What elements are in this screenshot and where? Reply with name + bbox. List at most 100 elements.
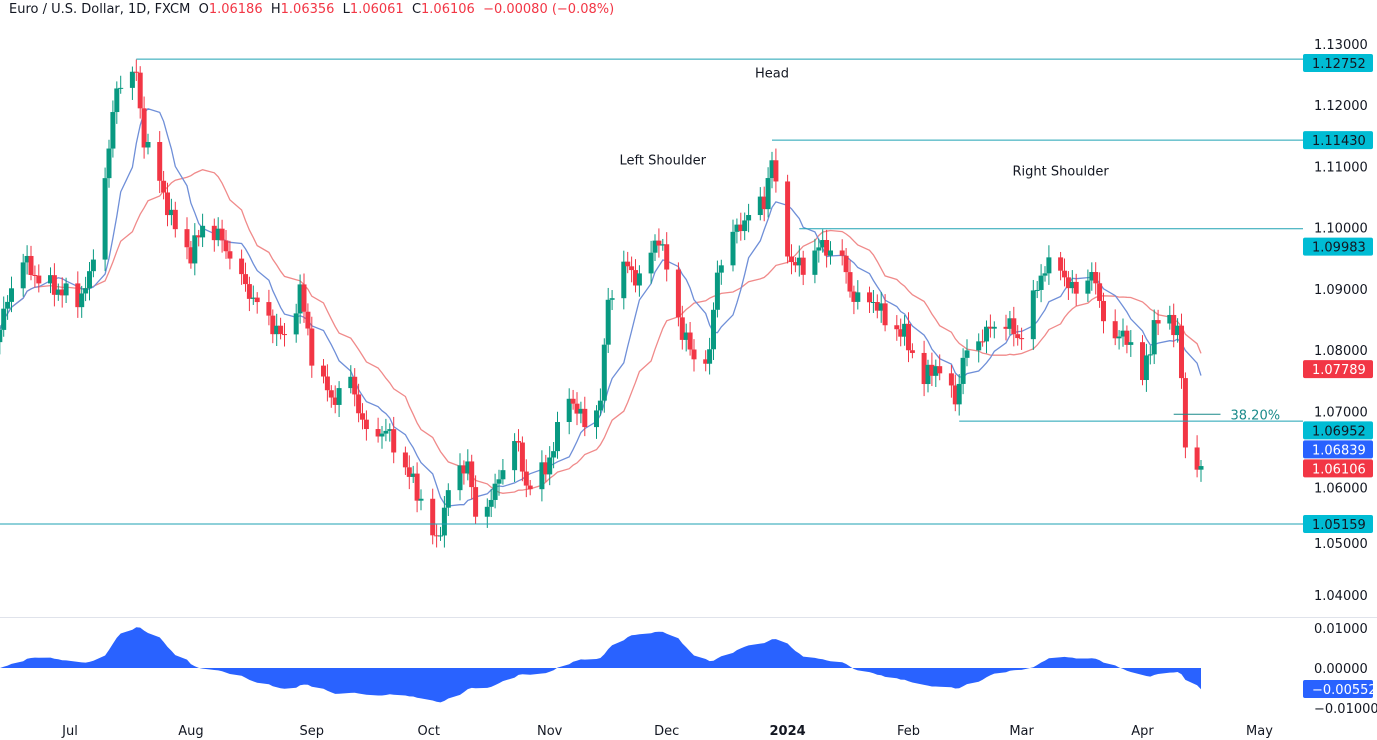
candle-body [929,364,935,376]
level-price-badge [1303,440,1373,459]
slow-ma-price-badge [1303,360,1373,379]
candle-body [410,473,416,477]
candle-body [1116,336,1122,339]
candle-body [1155,320,1161,324]
candle-body [1073,281,1079,294]
candle-body [633,270,638,286]
price-tick-label: 1.10000 [1314,222,1368,237]
candle-body [547,457,553,475]
candle-body [418,498,424,501]
level-price-badge [1303,131,1373,150]
time-tick-label: Nov [537,724,563,739]
low-label: L [342,2,350,17]
candle-body [691,349,697,360]
candle-body [734,224,740,232]
candle-body [984,326,989,342]
candle-body [1,308,7,330]
time-tick-label: Mar [1009,724,1034,739]
candle-body [165,192,170,216]
candle-body [441,507,447,536]
candle-body [465,461,471,474]
candle-body [254,297,260,303]
candle-body [196,235,202,238]
candle-body [391,429,397,453]
candle-body [660,244,666,246]
candle-body [956,383,962,405]
price-tick-label: 1.06000 [1314,481,1368,496]
candle-body [991,326,997,329]
candle-body [1198,466,1204,470]
candle-body [629,266,635,271]
pattern-annotation: Right Shoulder [1012,165,1109,180]
symbol-title: Euro / U.S. Dollar, 1D, FXCM [9,2,191,17]
candle-body [1093,272,1099,284]
candle-body [703,359,709,364]
candle-body [664,244,670,270]
candle-body [1038,275,1044,290]
candle-body [301,284,307,312]
candle-body [570,398,576,404]
candle-body [621,261,627,299]
time-tick-label: Dec [654,724,679,739]
candle-body [360,413,365,420]
last-close-price-badge [1303,459,1373,478]
candle-body [55,289,61,295]
candle-body [438,535,443,537]
last-close-price-label: 1.06106 [1312,462,1366,477]
candle-body [714,272,720,310]
candle-body [675,269,681,318]
candle-body [960,357,966,384]
candle-body [266,302,272,316]
candle-body [539,462,545,490]
candle-body [36,275,42,284]
candle-body [305,311,311,329]
candle-body [1147,354,1153,356]
candle-body [1097,283,1103,301]
candle-body [1003,326,1009,329]
candle-body [605,299,611,345]
candle-body [141,108,147,148]
candle-body [1019,338,1025,340]
candle-body [601,344,607,401]
candle-body [839,250,845,256]
candle-body [1171,314,1177,336]
candle-body [1182,378,1188,448]
price-tick-label: 1.09000 [1314,283,1368,298]
oscillator-area [0,627,1201,703]
candle-body [1011,318,1017,335]
candle-body [523,471,529,486]
candle-body [270,315,276,335]
candle-body [1194,447,1200,470]
candle-body [738,224,744,232]
candle-body [211,225,217,241]
candle-body [789,256,794,263]
candle-body [824,240,830,256]
price-tick-label: 1.05000 [1314,537,1368,552]
candle-body [484,506,490,517]
candle-body [1042,273,1048,276]
candle-body [609,298,615,300]
candle-body [145,142,151,148]
candle-body [882,303,888,326]
candle-body [363,419,369,430]
time-tick-label: Apr [1131,724,1154,739]
price-tick-label: 1.13000 [1314,38,1368,53]
high-value: 1.06356 [280,2,335,17]
time-tick-label: Feb [897,724,920,739]
candle-body [855,292,861,302]
candle-body [75,283,81,308]
candle-body [874,302,880,311]
candle-body [773,160,779,182]
candle-body [184,229,190,248]
candle-body [430,498,436,536]
candle-body [445,490,451,508]
candle-body [20,262,26,289]
candle-body [812,250,818,275]
candle-body [742,220,748,232]
candle-body [582,408,588,428]
candle-body [707,349,713,364]
candle-body [102,178,108,260]
candle-body [1089,272,1095,281]
candle-body [51,275,57,295]
